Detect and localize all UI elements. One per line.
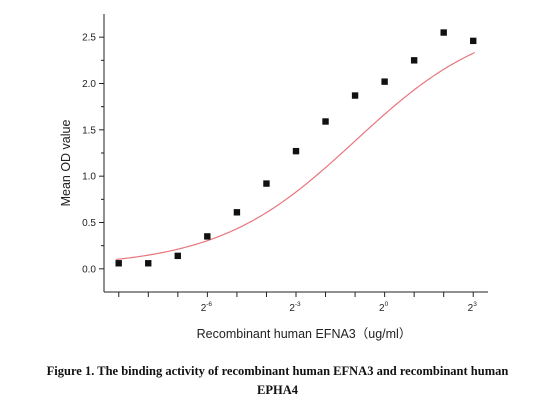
data-points-layer [115,29,477,267]
y-tick-label: 1.0 [82,172,96,183]
data-point [322,118,329,125]
figure-caption: Figure 1. The binding activity of recomb… [10,362,545,400]
data-point [410,57,418,64]
y-tick-label: 1.5 [82,125,96,136]
data-point [145,260,152,267]
data-point [233,209,241,216]
x-axis-title: Recombinant human EFNA3（ug/ml） [197,327,412,341]
data-point [263,180,270,187]
y-tick-label: 0.5 [82,218,96,229]
caption-line-2: EPHA4 [257,383,298,397]
y-tick-label: 2.0 [82,79,96,90]
data-point [204,233,211,240]
axes-layer: 0.0 0.5 1.0 1.5 2.0 2.5 2-6 2-3 20 23 Mean OD valu… [59,14,488,341]
x-tick-label: 23 [468,301,478,314]
data-point [115,260,122,267]
x-tick-label: 2-3 [289,301,301,314]
y-tick-label: 2.5 [82,33,96,44]
caption-line-1: Figure 1. The binding activity of recomb… [46,364,509,378]
data-point [440,29,447,36]
data-point [351,92,359,99]
y-axis-title: Mean OD value [59,120,73,207]
plot-area: 0.0 0.5 1.0 1.5 2.0 2.5 2-6 2-3 20 23 Mean OD valu… [59,14,488,341]
data-point [174,252,181,260]
x-tick-label: 20 [379,301,389,314]
fit-curve [115,52,475,261]
data-point [381,78,388,85]
fit-curve-layer [115,52,475,261]
x-tick-label: 2-6 [201,301,213,314]
data-point [470,37,477,45]
y-tick-label: 0.0 [82,264,96,275]
data-point [292,147,300,155]
